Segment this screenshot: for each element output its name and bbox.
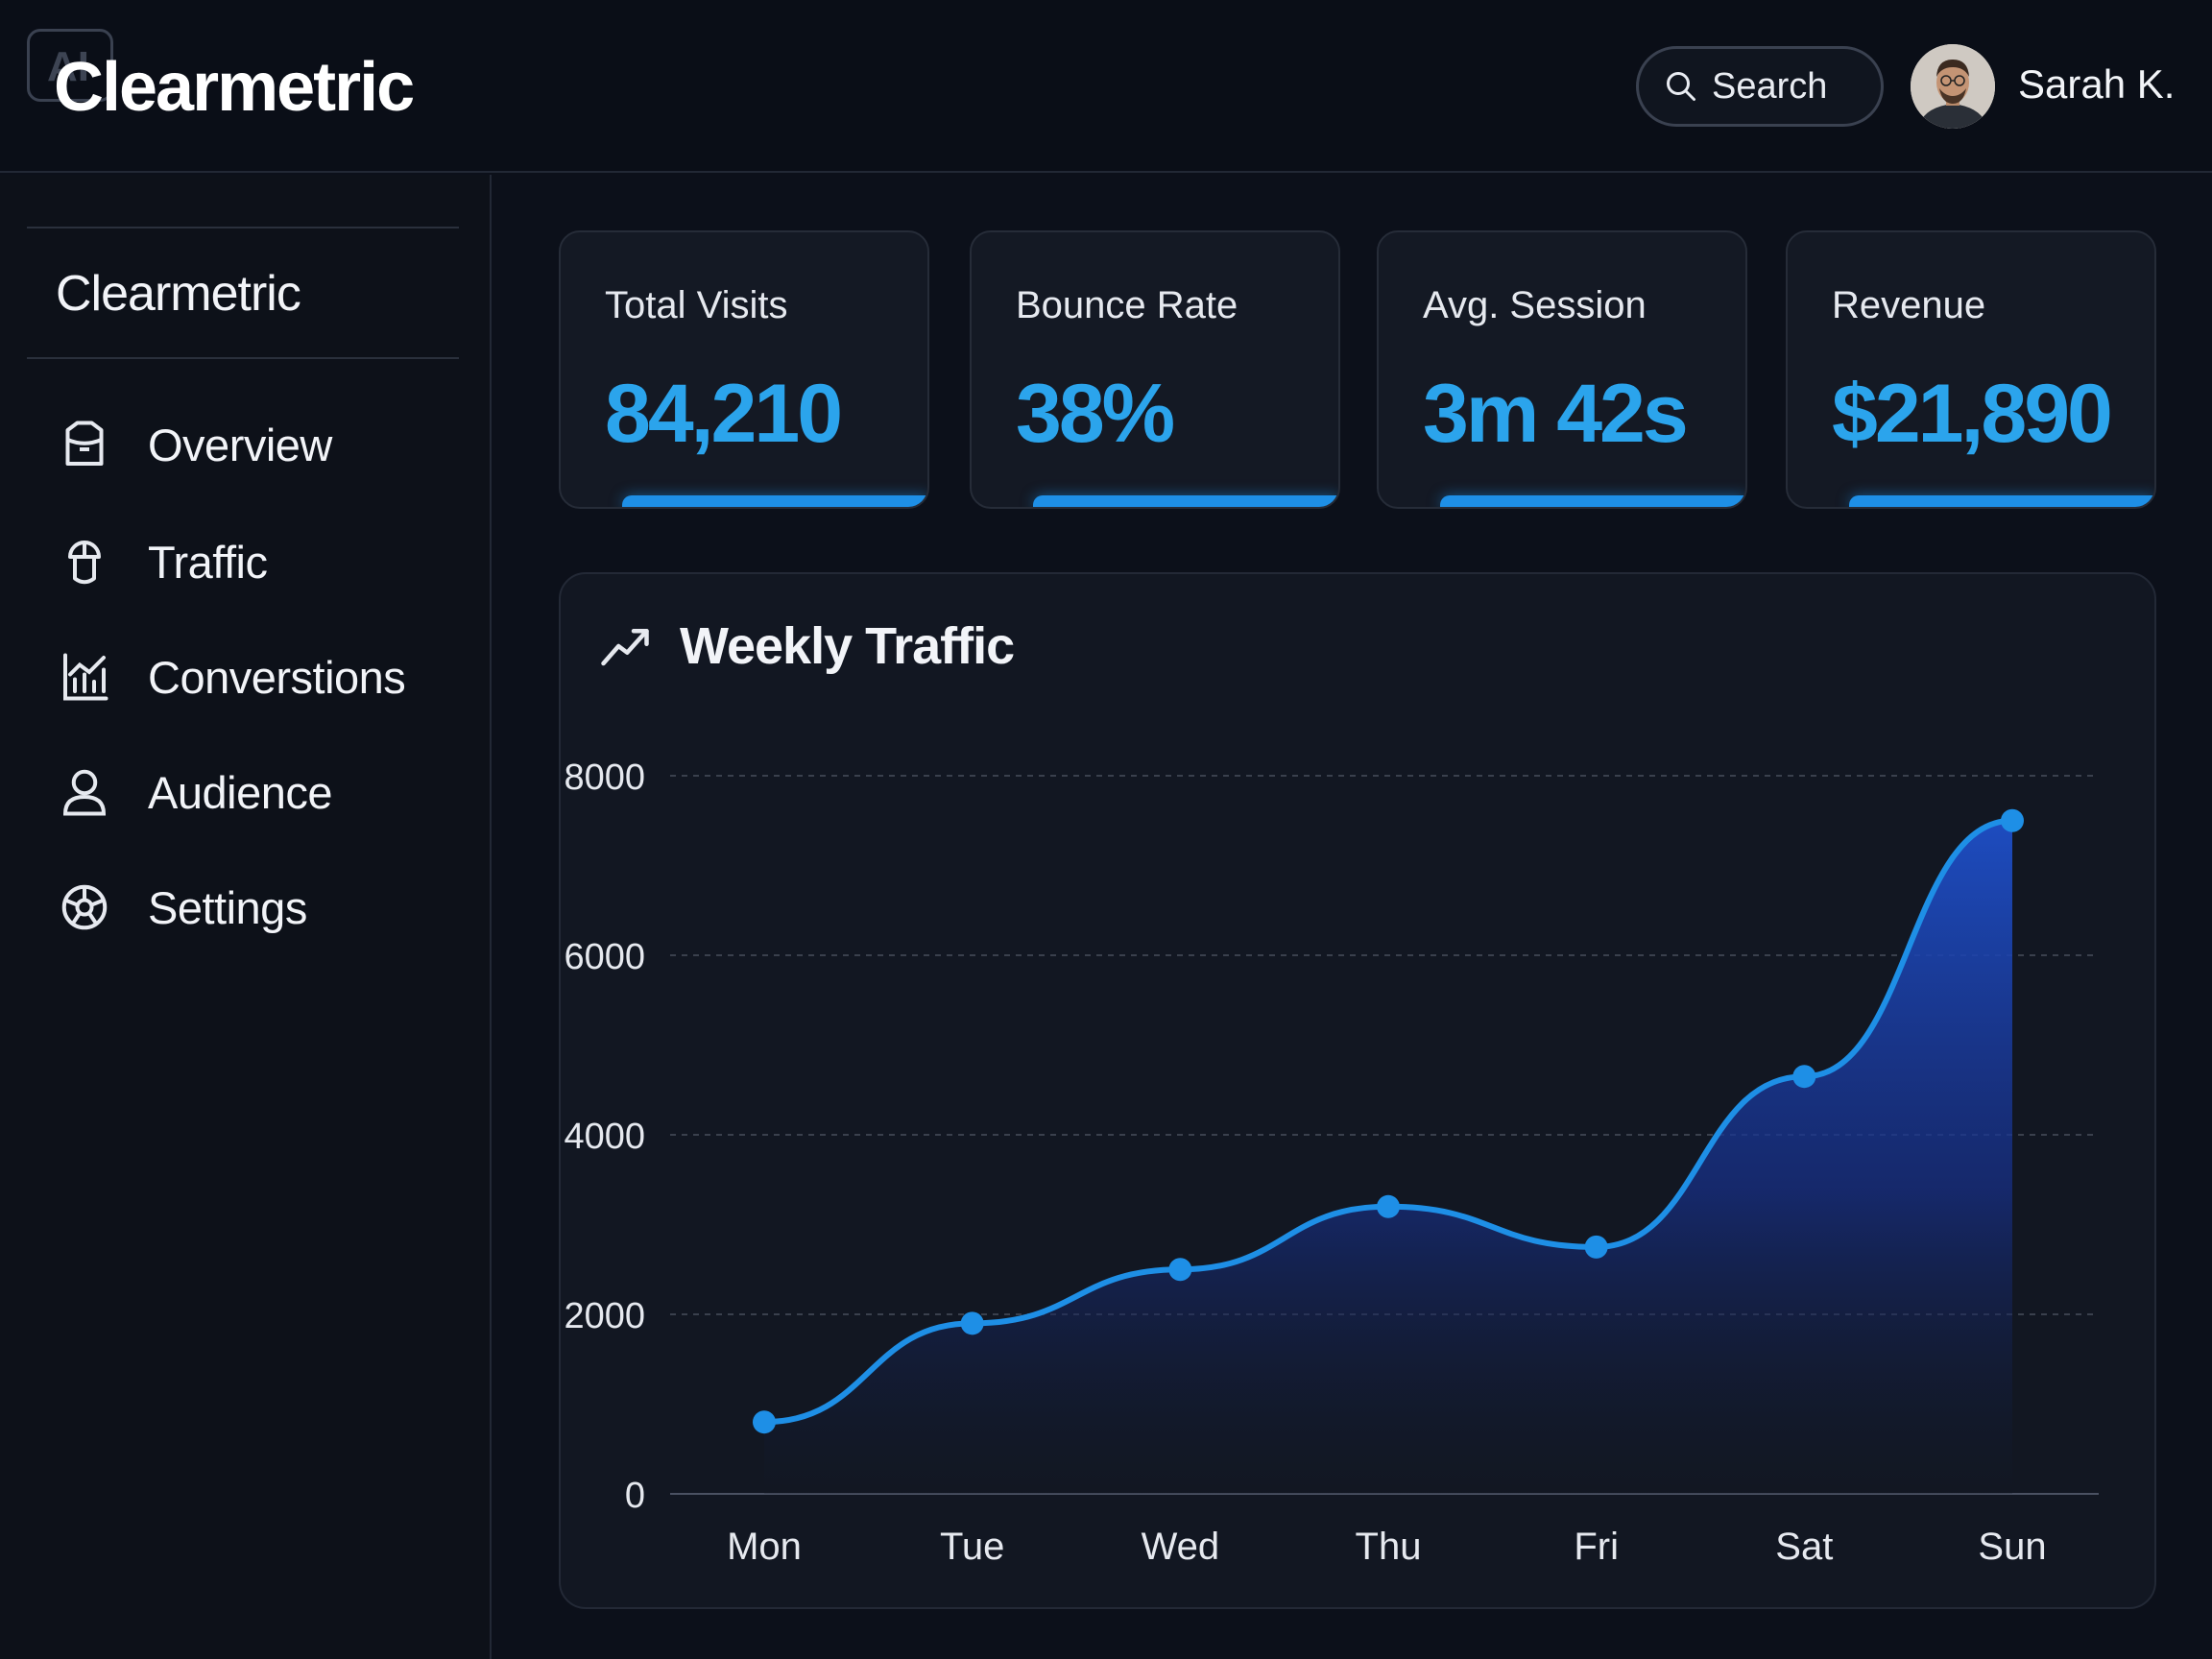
search-label: Search (1712, 65, 1828, 107)
x-tick-label: Sun (1978, 1526, 2046, 1568)
x-tick-label: Tue (940, 1526, 1004, 1568)
kpi-accent-bar (1440, 495, 1745, 507)
kpi-accent-bar (1033, 495, 1338, 507)
data-point (960, 1311, 984, 1335)
kpi-label: Revenue (1832, 284, 1986, 326)
chart-title: Weekly Traffic (680, 617, 1015, 675)
sidebar-brand: Clearmetric (56, 266, 301, 322)
audience-icon (62, 769, 107, 816)
settings-icon (61, 884, 108, 930)
x-tick-label: Wed (1142, 1526, 1220, 1568)
search-icon (1667, 72, 1695, 101)
kpi-card-total-visits[interactable]: Total Visits 84,210 (559, 230, 929, 509)
traffic-icon (68, 541, 101, 585)
x-tick-label: Fri (1574, 1526, 1619, 1568)
search-button[interactable]: Search (1636, 46, 1884, 127)
kpi-accent-bar (622, 495, 927, 507)
sidebar-item-label: Settings (148, 881, 307, 933)
app-logo-title[interactable]: Clearmetric (54, 49, 415, 126)
area-fill (764, 820, 2012, 1494)
top-bar: AI Clearmetric Search Sarah K. (0, 0, 2212, 173)
sidebar: Clearmetric Overview Traffic Converstion… (0, 175, 492, 1659)
kpi-label: Avg. Session (1423, 284, 1647, 326)
x-tick-label: Mon (727, 1526, 802, 1568)
overview-icon (65, 421, 104, 466)
weekly-traffic-chart: 0 2000 4000 6000 8000 Mon Tue Wed Thu Fri Sat Sun (564, 757, 2099, 1568)
y-tick-label: 6000 (564, 937, 645, 977)
kpi-card-revenue[interactable]: Revenue $21,890 (1786, 230, 2156, 509)
sidebar-item-label: Audience (148, 766, 333, 818)
data-point (753, 1410, 776, 1434)
chart-header: Weekly Traffic (599, 616, 1015, 676)
x-tick-label: Thu (1356, 1526, 1422, 1568)
kpi-label: Total Visits (605, 284, 788, 326)
sidebar-item-label: Traffic (148, 536, 268, 588)
sidebar-item-audience[interactable]: Audience (56, 758, 459, 826)
user-name[interactable]: Sarah K. (2018, 61, 2176, 107)
ai-badge: AI (27, 29, 113, 102)
sidebar-divider (27, 357, 459, 359)
data-point (1377, 1194, 1400, 1218)
data-point (2001, 808, 2024, 832)
kpi-accent-bar (1849, 495, 2154, 507)
trend-up-icon (601, 629, 649, 666)
data-point (1168, 1258, 1192, 1282)
y-tick-label: 0 (625, 1476, 645, 1516)
data-point (1792, 1065, 1816, 1089)
sidebar-item-settings[interactable]: Settings (56, 874, 459, 941)
avatar[interactable] (1911, 44, 1995, 129)
sidebar-item-overview[interactable]: Overview (56, 411, 459, 478)
kpi-value: 3m 42s (1423, 368, 1689, 460)
sidebar-item-label: Converstions (148, 651, 406, 703)
weekly-traffic-chart-card: 0 2000 4000 6000 8000 Mon Tue Wed Thu Fri Sat Sun W… (559, 572, 2156, 1609)
kpi-value: 38% (1016, 368, 1175, 460)
kpi-value: 84,210 (605, 368, 843, 460)
y-tick-label: 8000 (564, 757, 645, 798)
kpi-card-avg-session[interactable]: Avg. Session 3m 42s (1377, 230, 1747, 509)
kpi-card-bounce-rate[interactable]: Bounce Rate 38% (970, 230, 1340, 509)
conversions-icon (63, 653, 108, 701)
sidebar-item-label: Overview (148, 419, 332, 470)
y-tick-label: 2000 (564, 1296, 645, 1336)
kpi-label: Bounce Rate (1016, 284, 1238, 326)
y-tick-label: 4000 (564, 1117, 645, 1157)
kpi-value: $21,890 (1832, 368, 2113, 460)
sidebar-divider (27, 227, 459, 228)
data-point (1584, 1235, 1608, 1259)
x-tick-label: Sat (1775, 1526, 1833, 1568)
sidebar-item-conversions[interactable]: Converstions (56, 643, 459, 710)
sidebar-item-traffic[interactable]: Traffic (56, 528, 459, 595)
